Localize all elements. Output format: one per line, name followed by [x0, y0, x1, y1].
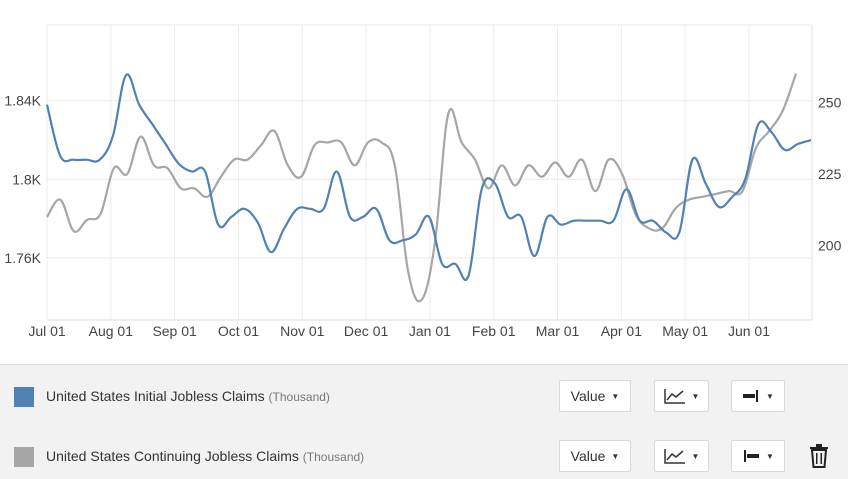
legend-series-name: United States Continuing Jobless Claims [46, 448, 299, 464]
x-tick-label: Oct 01 [218, 323, 259, 339]
chart-area: 1.76K 1.8K 1.84K 200 225 250 Jul 01 Aug 01 Sep 0… [4, 24, 842, 339]
initial-claims-line [45, 73, 812, 282]
axis-side-dropdown[interactable]: ▼ [731, 440, 785, 472]
x-tick-label: Aug 01 [89, 323, 134, 339]
x-tick-label: May 01 [662, 323, 708, 339]
line-chart: 1.76K 1.8K 1.84K 200 225 250 Jul 01 Aug 01 Sep 0… [4, 24, 842, 339]
chart-type-dropdown[interactable]: ▼ [654, 440, 709, 472]
legend-series-label: United States Initial Jobless Claims (Th… [46, 388, 330, 404]
value-dropdown[interactable]: Value ▼ [559, 440, 631, 472]
value-dropdown-label: Value [570, 388, 606, 404]
legend-row-continuing-claims: United States Continuing Jobless Claims … [0, 435, 848, 479]
y-left-tick-label: 1.8K [12, 171, 41, 187]
legend-series-label: United States Continuing Jobless Claims … [46, 448, 364, 464]
legend-panel: United States Initial Jobless Claims (Th… [0, 364, 848, 479]
chart-type-dropdown[interactable]: ▼ [654, 380, 709, 412]
legend-series-unit: (Thousand) [268, 390, 330, 404]
x-tick-label: Jul 01 [28, 323, 66, 339]
y-right-tick-label: 225 [818, 166, 842, 182]
line-chart-icon [663, 449, 685, 464]
legend-series-unit: (Thousand) [302, 450, 365, 464]
x-tick-label: Mar 01 [536, 323, 580, 339]
x-tick-label: Dec 01 [344, 323, 389, 339]
legend-series-name: United States Initial Jobless Claims [46, 388, 265, 404]
caret-down-icon: ▼ [691, 451, 700, 461]
x-tick-label: Jan 01 [409, 323, 451, 339]
y-right-tick-label: 200 [818, 238, 842, 254]
delete-series-button[interactable] [808, 444, 832, 470]
axis-right-icon [743, 390, 759, 402]
caret-down-icon: ▼ [766, 391, 774, 401]
axis-left-icon [744, 450, 760, 462]
y-right-tick-label: 250 [818, 94, 842, 110]
x-tick-label: Jun 01 [728, 323, 770, 339]
value-dropdown[interactable]: Value ▼ [559, 380, 631, 412]
caret-down-icon: ▼ [611, 451, 620, 461]
x-tick-label: Feb 01 [472, 323, 516, 339]
caret-down-icon: ▼ [611, 391, 620, 401]
y-left-tick-label: 1.84K [4, 93, 41, 109]
caret-down-icon: ▼ [766, 451, 774, 461]
legend-row-initial-claims: United States Initial Jobless Claims (Th… [0, 375, 848, 419]
caret-down-icon: ▼ [691, 391, 700, 401]
series-color-swatch [14, 447, 34, 467]
trash-icon [810, 444, 828, 468]
continuing-claims-line [46, 73, 798, 303]
y-left-tick-label: 1.76K [4, 250, 41, 266]
axis-side-dropdown[interactable]: ▼ [731, 380, 785, 412]
x-tick-label: Sep 01 [152, 323, 197, 339]
x-tick-label: Nov 01 [280, 323, 325, 339]
line-chart-icon [663, 389, 685, 404]
series-color-swatch [14, 387, 34, 407]
x-tick-label: Apr 01 [601, 323, 642, 339]
value-dropdown-label: Value [570, 448, 606, 464]
